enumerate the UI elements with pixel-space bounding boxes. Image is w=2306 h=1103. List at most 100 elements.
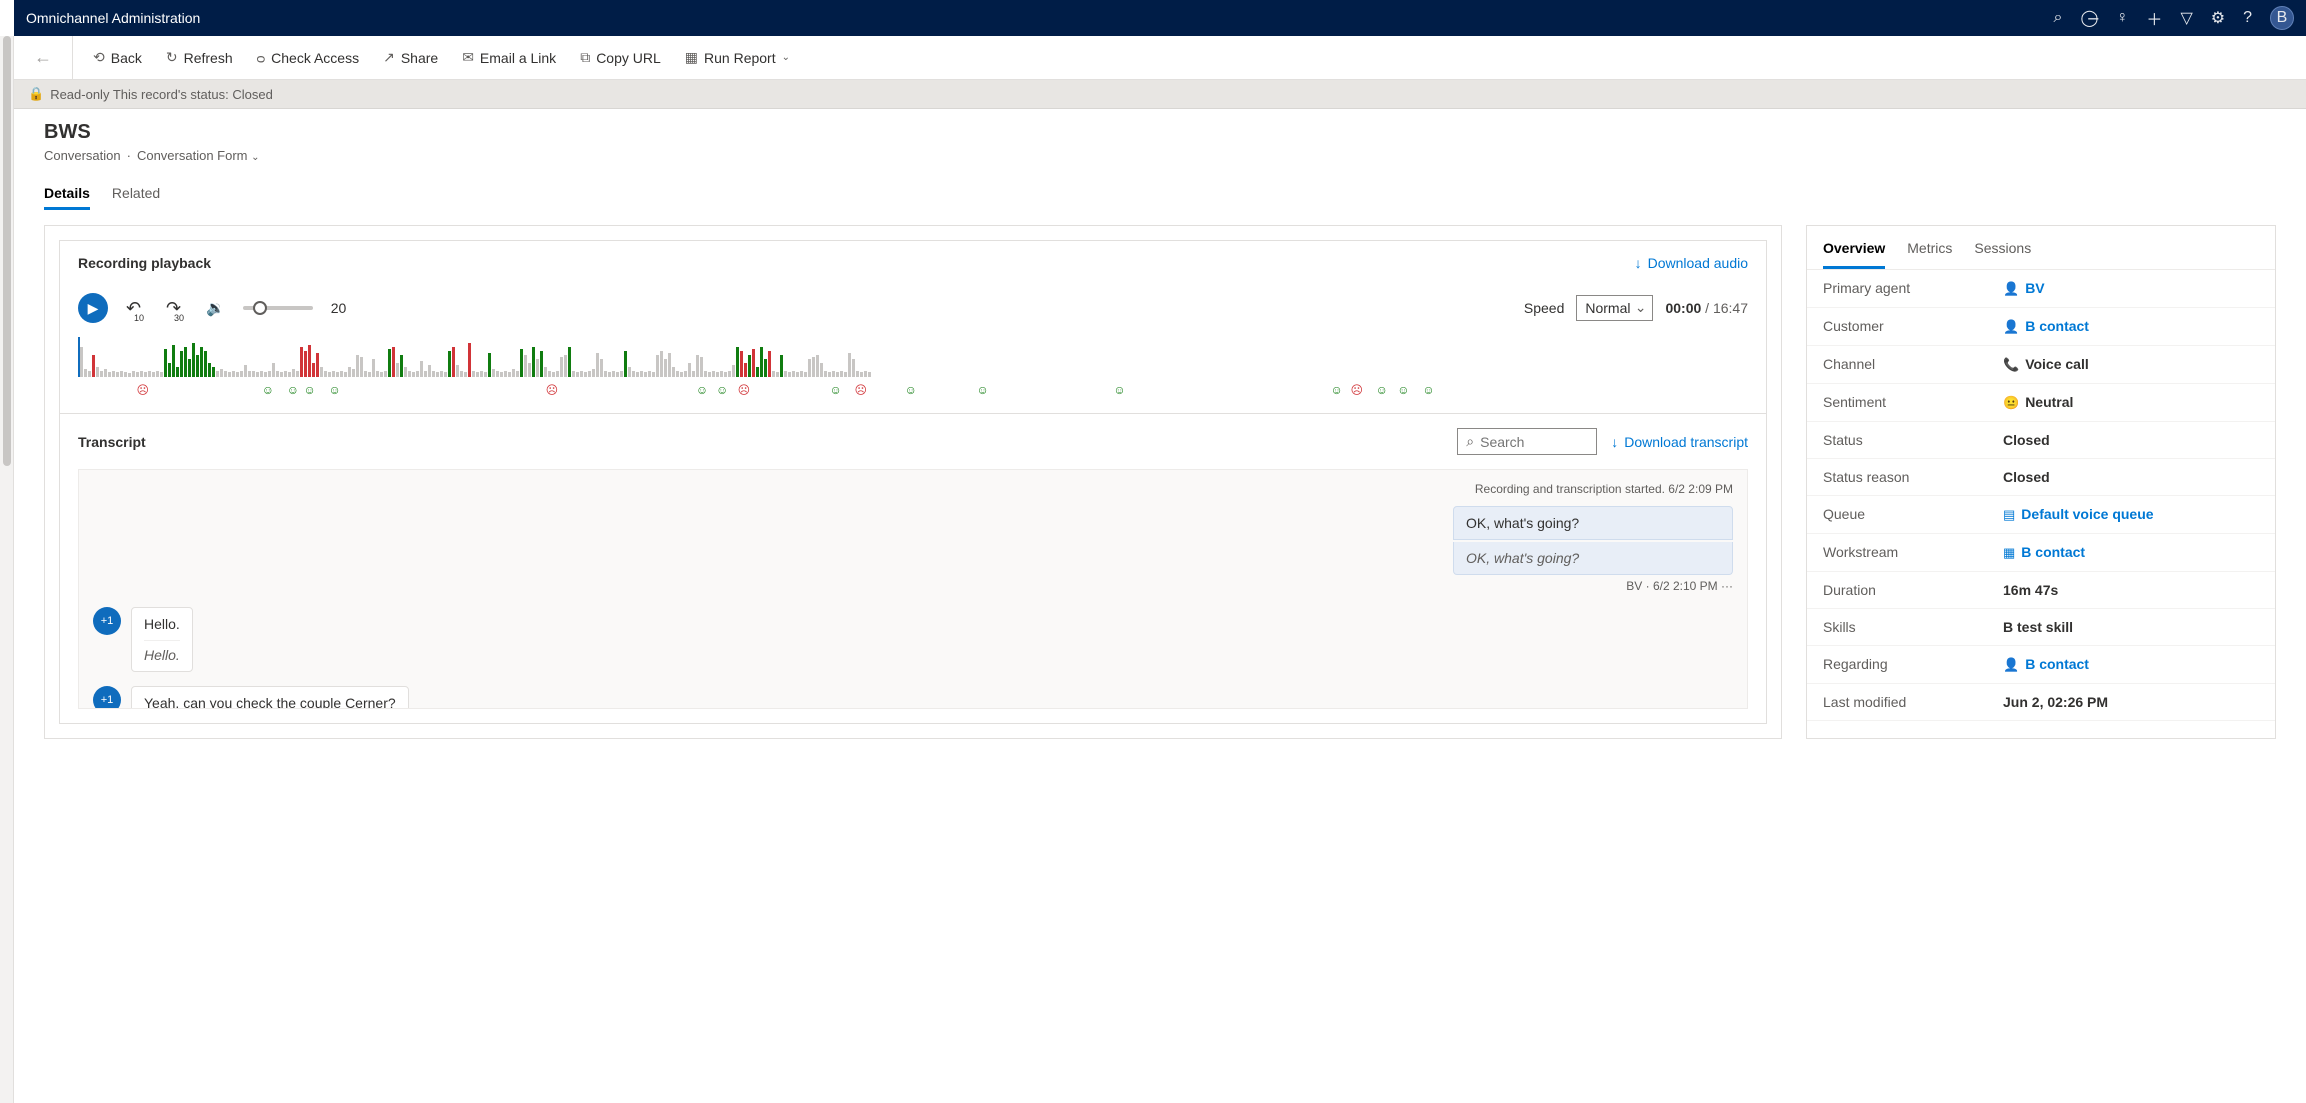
waveform-bar xyxy=(224,371,227,377)
waveform-bar xyxy=(736,347,739,377)
waveform-bar xyxy=(628,367,631,377)
overview-key: Last modified xyxy=(1823,694,2003,710)
overview-key: Regarding xyxy=(1823,656,2003,673)
waveform-bar xyxy=(128,373,131,377)
download-icon: ↓ xyxy=(1611,434,1618,450)
overview-row: Status reasonClosed xyxy=(1807,459,2275,496)
overview-row: Last modifiedJun 2, 02:26 PM xyxy=(1807,684,2275,721)
waveform-bar xyxy=(744,363,747,377)
waveform[interactable] xyxy=(78,337,1748,377)
download-audio-link[interactable]: ↓Download audio xyxy=(1635,255,1748,271)
tab-details[interactable]: Details xyxy=(44,179,90,210)
email-link-button[interactable]: ✉Email a Link xyxy=(452,43,566,72)
waveform-bar xyxy=(760,347,763,377)
transcript-search[interactable]: ⌕ xyxy=(1457,428,1597,455)
sentiment-positive-icon: ☺ xyxy=(303,383,315,397)
rtab-sessions[interactable]: Sessions xyxy=(1974,236,2031,269)
waveform-bar xyxy=(276,371,279,377)
volume-slider[interactable] xyxy=(243,306,313,310)
waveform-bar xyxy=(776,372,779,377)
waveform-bar xyxy=(848,353,851,377)
waveform-bar xyxy=(300,347,303,377)
waveform-bar xyxy=(616,372,619,377)
overview-value[interactable]: 👤B contact xyxy=(2003,656,2259,673)
waveform-bar xyxy=(260,371,263,377)
waveform-bar xyxy=(268,371,271,377)
waveform-bar xyxy=(824,371,827,377)
waveform-bar xyxy=(672,367,675,377)
run-report-button[interactable]: ▦Run Report⌄ xyxy=(675,43,800,72)
user-avatar[interactable]: B xyxy=(2270,6,2294,30)
waveform-bar xyxy=(640,371,643,377)
refresh-button[interactable]: ↻Refresh xyxy=(156,43,243,72)
add-icon[interactable]: ＋ xyxy=(2146,6,2162,30)
waveform-bar xyxy=(692,371,695,377)
waveform-bar xyxy=(208,363,211,377)
sentiment-row: ☹☺☺☺☺☹☺☺☹☺☹☺☺☺☺☹☺☺☺ xyxy=(78,383,1748,399)
overview-key: Duration xyxy=(1823,582,2003,598)
settings-icon[interactable]: ⚙ xyxy=(2211,8,2225,28)
waveform-bar xyxy=(484,372,487,377)
back-arrow-button[interactable]: ← xyxy=(34,36,73,79)
tab-related[interactable]: Related xyxy=(112,179,160,210)
download-transcript-link[interactable]: ↓Download transcript xyxy=(1611,434,1748,450)
overview-value[interactable]: 👤BV xyxy=(2003,280,2259,297)
waveform-bar xyxy=(124,372,127,377)
share-button[interactable]: ↗Share xyxy=(373,43,448,72)
waveform-bar xyxy=(384,371,387,377)
transcript-body[interactable]: Recording and transcription started. 6/2… xyxy=(78,469,1748,709)
search-input[interactable] xyxy=(1480,434,1588,450)
lock-icon: 🔒 xyxy=(28,86,44,102)
page-scrollbar[interactable] xyxy=(0,36,14,1103)
form-selector[interactable]: Conversation Form ⌄ xyxy=(137,148,260,163)
waveform-bar xyxy=(816,355,819,377)
rtab-metrics[interactable]: Metrics xyxy=(1907,236,1952,269)
readonly-status-bar: 🔒 Read-only This record's status: Closed xyxy=(14,80,2306,109)
waveform-bar xyxy=(436,372,439,377)
waveform-bar xyxy=(104,369,107,377)
waveform-bar xyxy=(132,371,135,377)
waveform-bar xyxy=(216,371,219,377)
speed-select[interactable]: Normal xyxy=(1576,295,1653,321)
overview-value[interactable]: ▤Default voice queue xyxy=(2003,506,2259,523)
play-button[interactable]: ▶ xyxy=(78,293,108,323)
sentiment-positive-icon: ☺ xyxy=(262,383,274,397)
copy-icon: ⧉ xyxy=(580,49,590,66)
task-icon[interactable]: ◯̶ xyxy=(2081,8,2099,28)
waveform-bar xyxy=(328,372,331,377)
overview-key: Queue xyxy=(1823,506,2003,523)
waveform-bar xyxy=(612,371,615,377)
forward-30-button[interactable]: ↷30 xyxy=(166,298,188,319)
waveform-bar xyxy=(756,367,759,377)
overview-value[interactable]: 👤B contact xyxy=(2003,318,2259,335)
waveform-bar xyxy=(712,371,715,377)
waveform-bar xyxy=(256,372,259,377)
check-access-button[interactable]: ᴑCheck Access xyxy=(247,43,369,72)
sentiment-positive-icon: ☺ xyxy=(329,383,341,397)
breadcrumb: Conversation · Conversation Form ⌄ xyxy=(44,148,2276,163)
sentiment-positive-icon: ☺ xyxy=(287,383,299,397)
help-icon[interactable]: ? xyxy=(2243,9,2252,27)
waveform-bar xyxy=(472,371,475,377)
waveform-bar xyxy=(176,367,179,377)
rtab-overview[interactable]: Overview xyxy=(1823,236,1885,269)
search-icon[interactable]: ⌕ xyxy=(2054,9,2063,27)
rewind-10-button[interactable]: ↶10 xyxy=(126,298,148,319)
waveform-bar xyxy=(364,371,367,377)
waveform-bar xyxy=(352,369,355,377)
volume-icon[interactable]: 🔉 xyxy=(206,299,225,317)
waveform-bar xyxy=(572,371,575,377)
share-icon: ↗ xyxy=(383,49,395,66)
filter-icon[interactable]: ▽ xyxy=(2180,8,2192,28)
back-button[interactable]: ⟲Back xyxy=(83,43,152,72)
overview-row: Channel📞Voice call xyxy=(1807,346,2275,384)
lightbulb-icon[interactable]: ♀ xyxy=(2116,9,2128,27)
waveform-bar xyxy=(172,345,175,377)
waveform-bar xyxy=(348,367,351,377)
copy-url-button[interactable]: ⧉Copy URL xyxy=(570,43,671,72)
overview-value[interactable]: ▦B contact xyxy=(2003,544,2259,561)
waveform-bar xyxy=(676,371,679,377)
waveform-bar xyxy=(576,372,579,377)
workstream-icon: ▦ xyxy=(2003,545,2015,560)
waveform-bar xyxy=(120,371,123,377)
